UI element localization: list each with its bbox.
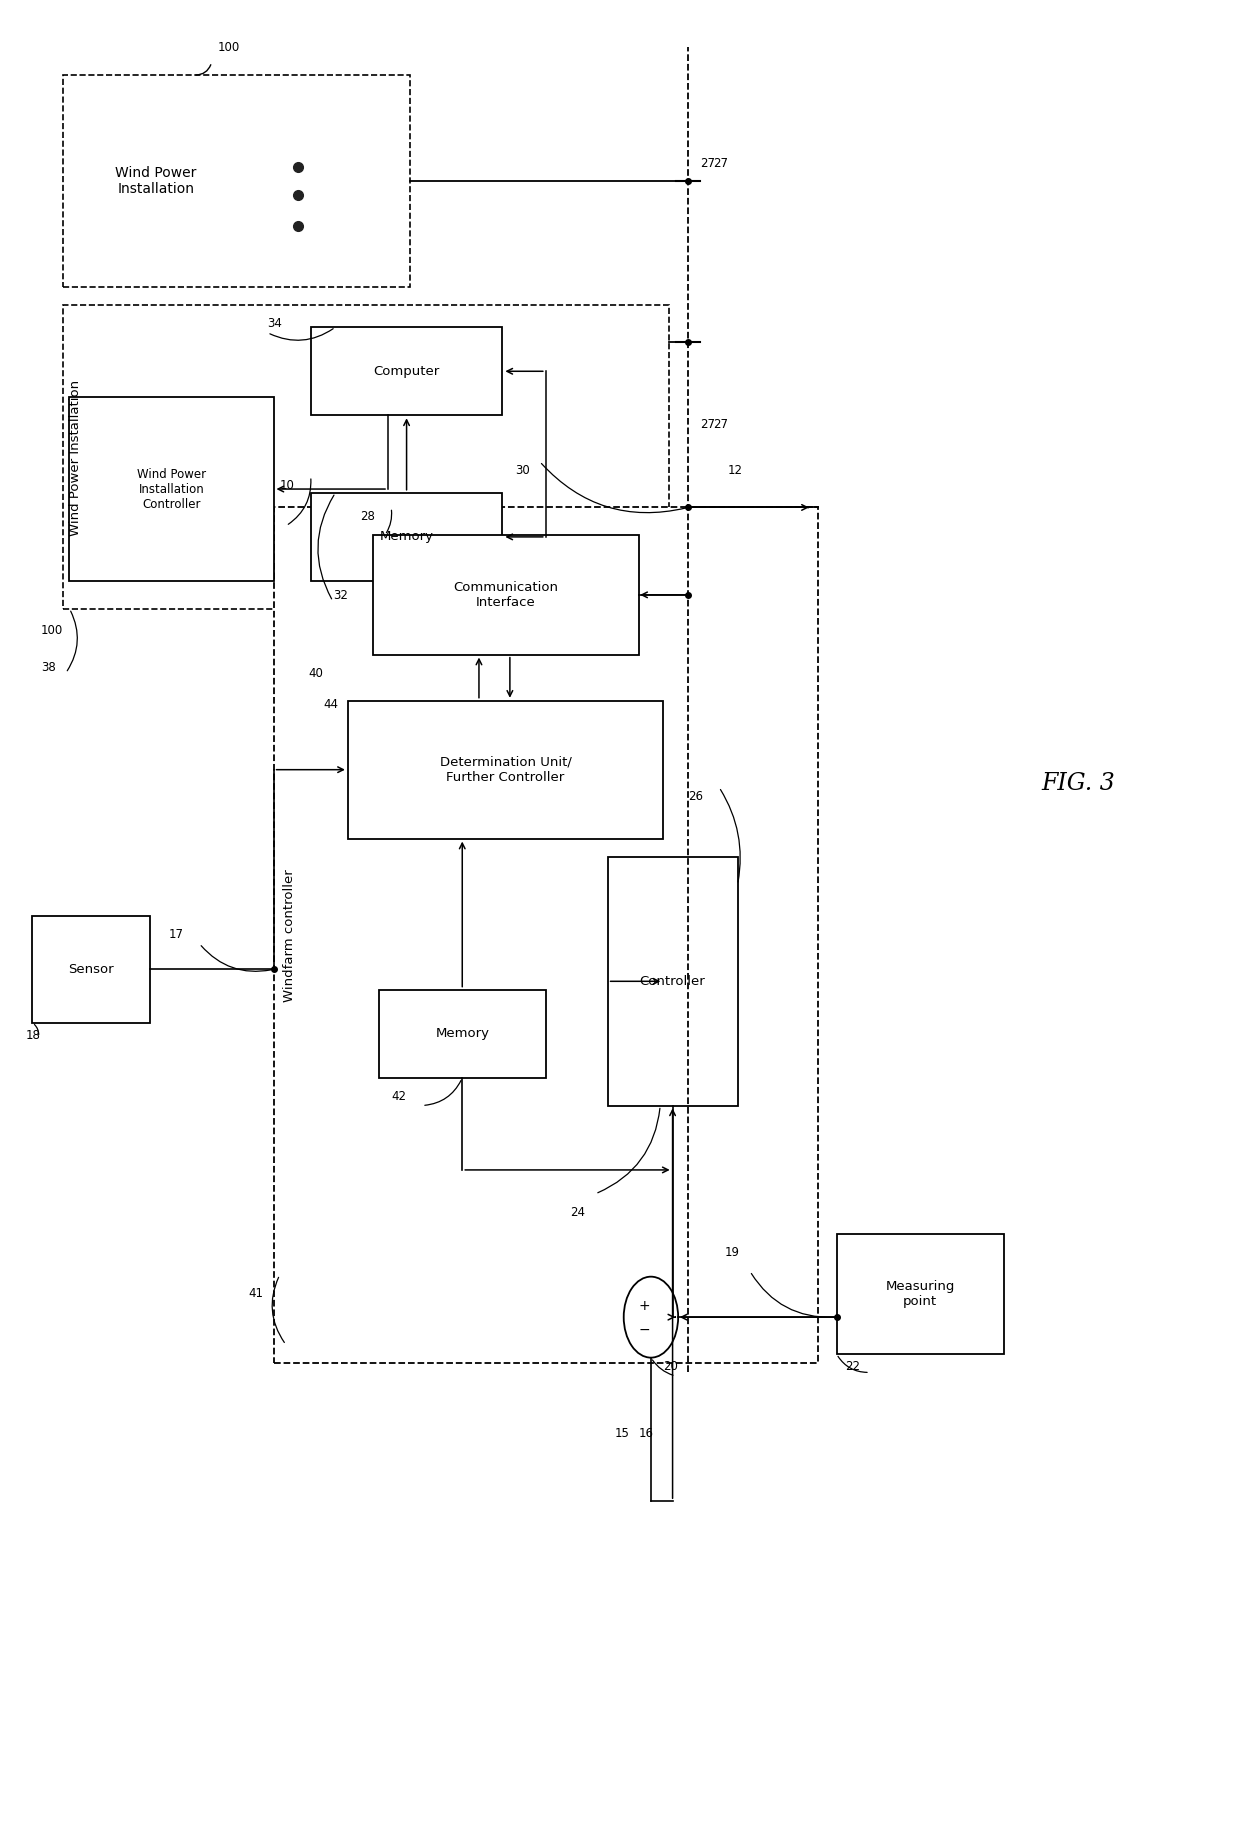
Text: 15: 15 (615, 1426, 630, 1439)
Text: Windfarm controller: Windfarm controller (283, 868, 296, 1003)
Text: FIG. 3: FIG. 3 (1040, 772, 1115, 794)
Text: 17: 17 (169, 927, 184, 942)
Text: 100: 100 (218, 41, 241, 53)
Text: +: + (639, 1299, 651, 1312)
Text: Wind Power
Installation
Controller: Wind Power Installation Controller (136, 468, 206, 511)
Bar (311, 326, 502, 415)
Text: Computer: Computer (373, 365, 440, 378)
Text: 10: 10 (280, 479, 295, 492)
Text: 40: 40 (309, 667, 324, 680)
Text: 20: 20 (663, 1360, 678, 1373)
Text: 16: 16 (639, 1426, 653, 1439)
Bar (837, 1235, 1003, 1355)
Text: Memory: Memory (435, 1027, 490, 1039)
Bar (63, 306, 670, 608)
Text: Determination Unit/
Further Controller: Determination Unit/ Further Controller (440, 756, 572, 783)
Text: 27: 27 (701, 157, 715, 170)
Text: 41: 41 (249, 1286, 264, 1299)
Text: 22: 22 (846, 1360, 861, 1373)
Bar (372, 534, 639, 654)
Text: 100: 100 (41, 625, 63, 638)
Text: Communication
Interface: Communication Interface (453, 581, 558, 608)
Bar (347, 700, 663, 839)
Text: 27: 27 (713, 157, 728, 170)
Text: 12: 12 (728, 464, 743, 477)
Bar (32, 916, 150, 1023)
Text: 38: 38 (41, 662, 56, 675)
Text: 28: 28 (360, 511, 374, 523)
Text: 30: 30 (515, 464, 529, 477)
Text: 19: 19 (725, 1246, 740, 1259)
Text: 34: 34 (268, 317, 283, 330)
Text: 27: 27 (713, 418, 728, 431)
Text: −: − (639, 1323, 651, 1336)
Bar (608, 857, 738, 1106)
Text: Wind Power Installation: Wind Power Installation (69, 380, 82, 536)
Text: 32: 32 (334, 590, 348, 603)
Bar (378, 990, 546, 1078)
Bar (63, 76, 409, 288)
Text: Measuring
point: Measuring point (885, 1281, 955, 1309)
Text: 26: 26 (688, 791, 703, 804)
Text: 24: 24 (570, 1205, 585, 1218)
Bar (69, 396, 274, 581)
Text: 44: 44 (324, 698, 339, 711)
Text: 18: 18 (26, 1028, 41, 1041)
Text: 42: 42 (391, 1089, 407, 1102)
Text: 27: 27 (701, 418, 715, 431)
Text: Controller: Controller (640, 975, 706, 988)
Text: Sensor: Sensor (68, 962, 114, 975)
Bar (274, 507, 818, 1364)
Text: Memory: Memory (379, 531, 434, 544)
Bar (311, 492, 502, 581)
Text: Wind Power
Installation: Wind Power Installation (115, 166, 197, 195)
